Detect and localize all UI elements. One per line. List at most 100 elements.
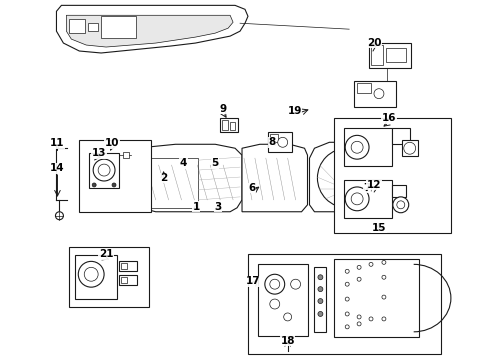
Circle shape [317,275,322,280]
Text: 16: 16 [381,113,395,123]
Polygon shape [66,15,233,47]
Circle shape [350,193,362,205]
Text: 6: 6 [248,183,255,193]
Bar [89,153,119,188]
Bar [344,129,391,166]
Bar [353,81,395,107]
Bar [69,19,85,33]
Bar [370,45,382,65]
Text: 1: 1 [192,202,200,212]
Circle shape [277,137,287,147]
Bar [385,48,405,62]
Bar [344,180,391,218]
Circle shape [78,261,104,287]
Bar [222,121,228,130]
Circle shape [345,282,348,286]
Bar [69,247,148,307]
Circle shape [92,183,96,187]
Bar [368,43,410,68]
Bar [356,83,370,93]
Bar [269,134,277,142]
Bar [101,16,136,38]
Circle shape [396,201,404,209]
Text: 20: 20 [366,38,381,48]
Circle shape [381,295,385,299]
Circle shape [392,197,408,213]
Circle shape [264,274,284,294]
Bar [334,118,450,233]
Circle shape [55,212,63,220]
Circle shape [317,287,322,292]
Bar [247,255,441,354]
Circle shape [269,279,279,289]
Circle shape [112,183,116,187]
Polygon shape [242,144,307,212]
Text: 7: 7 [363,183,370,193]
Bar [230,122,235,130]
Polygon shape [56,5,247,53]
Bar [418,155,429,175]
Circle shape [381,275,385,279]
Bar [119,275,137,285]
Circle shape [356,315,360,319]
Text: 12: 12 [366,180,381,190]
Circle shape [350,141,362,153]
Text: 8: 8 [267,137,275,147]
Bar [88,23,98,31]
Circle shape [317,148,376,208]
Circle shape [84,267,98,281]
Circle shape [93,159,115,181]
Text: 21: 21 [99,249,113,260]
Bar [401,140,417,156]
Bar [119,261,137,271]
Text: 3: 3 [214,202,222,212]
Text: 4: 4 [180,158,187,168]
Polygon shape [131,144,242,212]
Text: 9: 9 [219,104,226,113]
Circle shape [290,279,300,289]
Text: 5: 5 [211,158,219,168]
Bar [79,140,150,212]
Circle shape [283,313,291,321]
Circle shape [403,142,415,154]
Circle shape [345,297,348,301]
Text: 18: 18 [280,336,294,346]
Circle shape [356,322,360,326]
Circle shape [361,148,421,208]
Circle shape [345,312,348,316]
Bar [391,185,405,197]
Bar [334,260,418,337]
Bar [314,267,325,332]
Circle shape [269,299,279,309]
Circle shape [381,260,385,264]
Text: 19: 19 [287,105,301,116]
Circle shape [317,298,322,303]
Bar [134,158,198,208]
Bar [122,152,129,158]
Circle shape [368,317,372,321]
Circle shape [345,135,368,159]
Text: 10: 10 [104,138,119,148]
Circle shape [368,262,372,266]
Circle shape [345,325,348,329]
Polygon shape [309,142,429,212]
Circle shape [345,187,368,211]
Circle shape [317,311,322,316]
Text: 11: 11 [50,138,64,148]
Bar [391,129,409,144]
Text: 2: 2 [160,173,167,183]
Circle shape [381,317,385,321]
Text: 13: 13 [92,148,106,158]
Circle shape [356,265,360,269]
Circle shape [373,89,383,99]
Circle shape [345,269,348,273]
Bar [121,277,127,283]
Text: 15: 15 [371,222,386,233]
Bar [121,264,127,269]
Bar [220,118,238,132]
Text: 14: 14 [50,163,64,173]
Text: 17: 17 [245,276,260,286]
Bar [257,264,307,336]
Circle shape [356,277,360,281]
Bar [75,255,117,299]
